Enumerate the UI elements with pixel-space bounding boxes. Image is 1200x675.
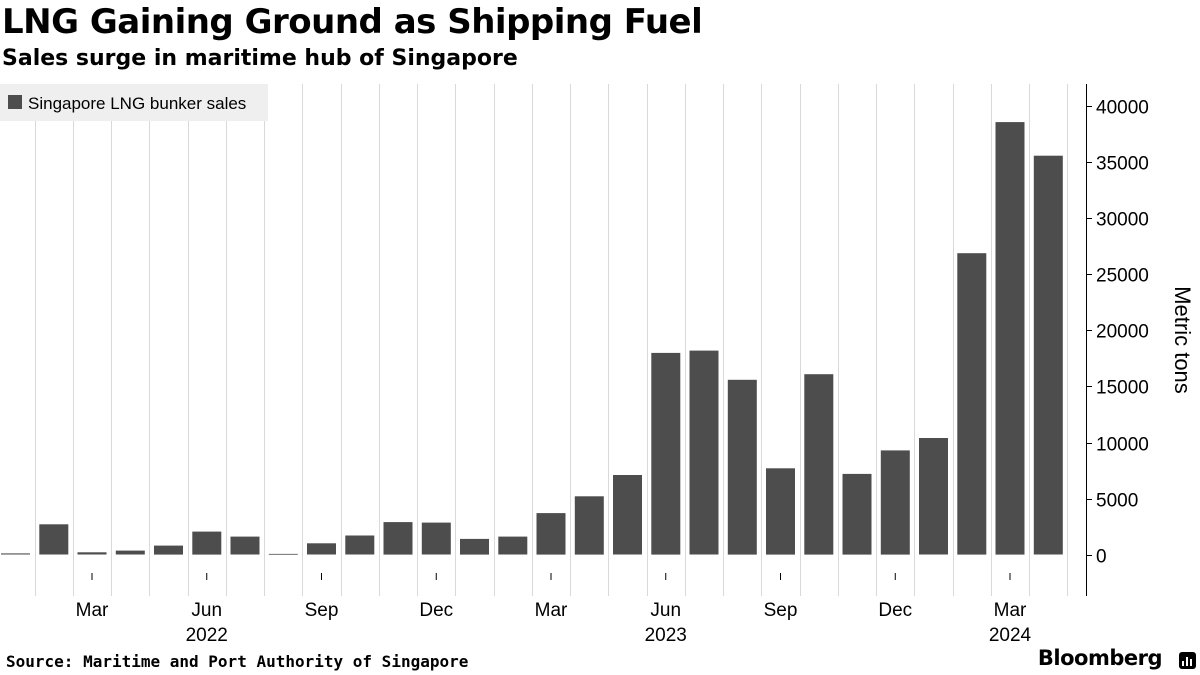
x-tick-label: Jun [191, 600, 222, 621]
y-tick-label: 15000 [1096, 378, 1149, 399]
y-axis-label: Metric tons [1170, 286, 1195, 394]
bar [154, 545, 183, 555]
x-tick-label: Dec [419, 600, 453, 621]
bar [268, 553, 298, 555]
bar [919, 438, 948, 555]
bar [880, 450, 910, 555]
legend-label: Singapore LNG bunker sales [28, 94, 246, 113]
grid-lines [35, 84, 1068, 596]
bar [1, 553, 30, 555]
bloomberg-logo: Bloomberg [1037, 646, 1163, 670]
bar [957, 253, 987, 555]
bar [230, 536, 260, 555]
bar [766, 468, 795, 555]
x-tick-label: Mar [76, 600, 109, 621]
source-note: Source: Maritime and Port Authority of S… [6, 652, 469, 671]
y-axis: 0 5000 10000 15000 20000 25000 30000 35000 40000 [1086, 84, 1149, 596]
x-tick-label: Dec [878, 600, 912, 621]
x-axis: Mar Jun Sep Dec Mar Jun Sep Dec Mar 2022 2023 2024 [76, 573, 1032, 646]
legend-background [0, 84, 268, 121]
y-tick-label: 35000 [1096, 154, 1149, 175]
bar [727, 379, 757, 555]
x-year-label: 2023 [645, 625, 687, 646]
y-tick-label: 10000 [1096, 435, 1149, 456]
bar [613, 475, 642, 555]
bar [574, 496, 604, 555]
x-tick-label: Jun [650, 600, 681, 621]
x-year-label: 2024 [989, 625, 1032, 646]
legend: Singapore LNG bunker sales [0, 84, 268, 121]
bar [536, 513, 566, 555]
bar [498, 536, 528, 555]
y-tick-label: 5000 [1096, 491, 1138, 512]
bar [77, 552, 107, 555]
bar [383, 522, 413, 555]
x-tick-label: Sep [764, 600, 798, 621]
chart-subtitle: Sales surge in maritime hub of Singapore [2, 46, 518, 71]
x-tick-label: Mar [994, 600, 1027, 621]
bloomberg-chart-icon [1179, 652, 1196, 669]
bar [804, 374, 834, 555]
y-tick-label: 25000 [1096, 266, 1149, 287]
bar [115, 550, 145, 555]
bar [39, 524, 69, 555]
bar [345, 535, 375, 555]
x-tick-label: Mar [535, 600, 568, 621]
bar [460, 538, 489, 555]
bar [842, 473, 872, 555]
x-year-label: 2022 [186, 625, 228, 646]
legend-swatch [8, 95, 22, 109]
y-tick-label: 0 [1096, 547, 1107, 568]
x-tick-label: Sep [305, 600, 339, 621]
bar [307, 543, 336, 555]
chart-title: LNG Gaining Ground as Shipping Fuel [2, 2, 703, 42]
y-tick-label: 30000 [1096, 210, 1149, 231]
y-tick-label: 20000 [1096, 322, 1149, 343]
bar [651, 352, 681, 555]
bar [192, 531, 222, 555]
bars [1, 122, 1063, 555]
bar [1033, 155, 1063, 555]
bar [995, 122, 1025, 555]
bar [421, 522, 451, 555]
y-tick-label: 40000 [1096, 98, 1149, 119]
bar [689, 350, 719, 555]
